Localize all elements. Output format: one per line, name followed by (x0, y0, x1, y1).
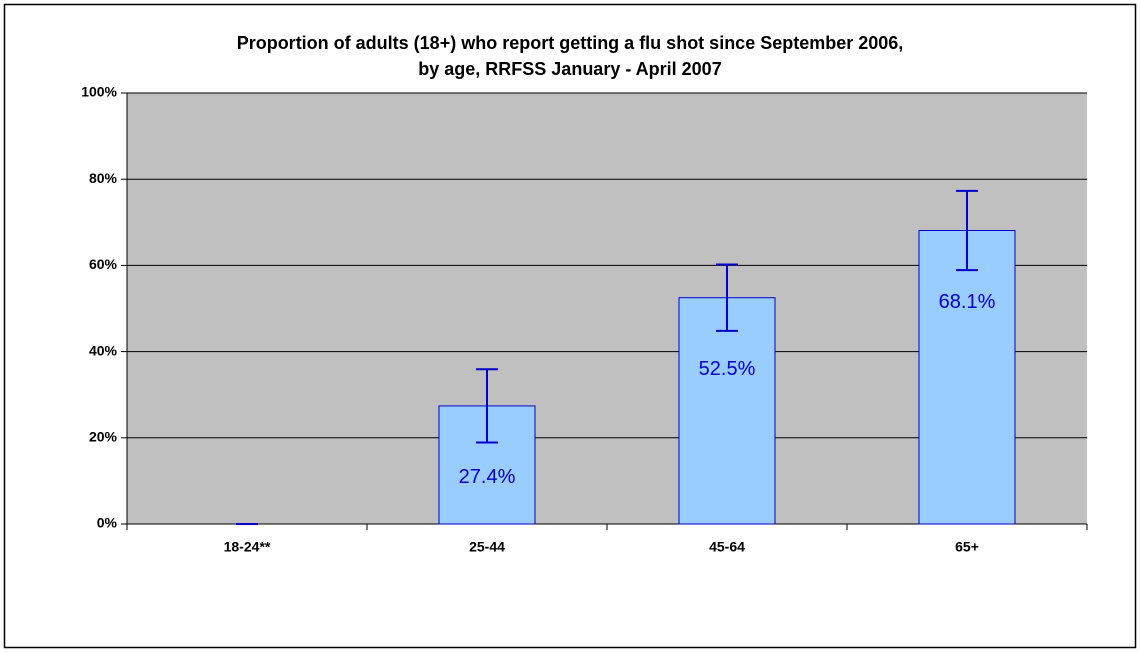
bar (678, 297, 776, 525)
y-tick-label: 60% (89, 256, 118, 272)
x-tick-label: 65+ (955, 539, 979, 555)
data-label: 27.4% (459, 466, 516, 488)
error-bar (716, 263, 738, 332)
x-tick-label: 25-44 (469, 539, 505, 555)
bar (918, 229, 1016, 525)
x-tick-label: 45-64 (709, 539, 745, 555)
chart-title: by age, RRFSS January - April 2007 (418, 59, 721, 79)
y-tick-label: 40% (89, 342, 118, 358)
y-tick-label: 80% (89, 170, 118, 186)
y-tick-label: 100% (81, 84, 117, 100)
x-tick-label: 18-24** (224, 539, 271, 555)
chart-title: Proportion of adults (18+) who report ge… (237, 33, 904, 53)
data-label: 68.1% (939, 291, 996, 313)
error-bar (956, 189, 978, 272)
y-tick-label: 0% (97, 515, 118, 531)
y-tick-label: 20% (89, 429, 118, 445)
data-label: 52.5% (699, 358, 756, 380)
error-bar (476, 368, 498, 444)
